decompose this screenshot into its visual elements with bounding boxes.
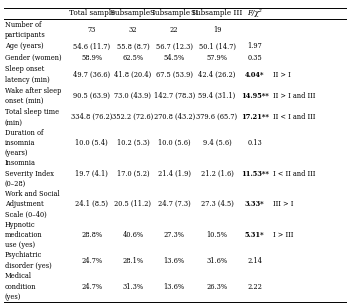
Text: 67.5 (53.9): 67.5 (53.9): [156, 71, 192, 79]
Text: Scale (0–40): Scale (0–40): [5, 210, 47, 218]
Text: 17.0 (5.2): 17.0 (5.2): [117, 170, 149, 178]
Text: 10.0 (5.4): 10.0 (5.4): [76, 139, 108, 147]
Text: 11.53**: 11.53**: [241, 170, 269, 178]
Text: medication: medication: [5, 231, 42, 239]
Text: 58.9%: 58.9%: [81, 54, 103, 62]
Text: 28.8%: 28.8%: [81, 231, 103, 239]
Text: 54.5%: 54.5%: [163, 54, 185, 62]
Text: Number of: Number of: [5, 21, 41, 29]
Text: 10.2 (5.3): 10.2 (5.3): [117, 139, 149, 147]
Text: 28.1%: 28.1%: [122, 257, 144, 265]
Text: disorder (yes): disorder (yes): [5, 262, 51, 270]
Text: 10.5%: 10.5%: [206, 231, 228, 239]
Text: II > I and III: II > I and III: [273, 92, 315, 100]
Text: 19: 19: [213, 26, 221, 34]
Text: 27.3%: 27.3%: [164, 231, 185, 239]
Text: 31.3%: 31.3%: [122, 283, 144, 291]
Text: onset (min): onset (min): [5, 97, 43, 105]
Text: Adjustment: Adjustment: [5, 200, 44, 208]
Text: 13.6%: 13.6%: [163, 257, 185, 265]
Text: use (yes): use (yes): [5, 241, 35, 249]
Text: 20.5 (11.2): 20.5 (11.2): [114, 200, 152, 208]
Text: 57.9%: 57.9%: [206, 54, 228, 62]
Text: I < II and III: I < II and III: [273, 170, 315, 178]
Text: Subsample II: Subsample II: [150, 10, 198, 18]
Text: 56.7 (12.3): 56.7 (12.3): [156, 43, 192, 51]
Text: 27.3 (4.5): 27.3 (4.5): [201, 200, 233, 208]
Text: II > I: II > I: [273, 71, 290, 79]
Text: 24.7 (7.3): 24.7 (7.3): [158, 200, 190, 208]
Text: 24.1 (8.5): 24.1 (8.5): [75, 200, 108, 208]
Text: Total sleep time: Total sleep time: [5, 108, 59, 116]
Text: 41.8 (20.4): 41.8 (20.4): [114, 71, 152, 79]
Text: 21.4 (1.9): 21.4 (1.9): [158, 170, 191, 178]
Text: 22: 22: [170, 26, 178, 34]
Text: 1.97: 1.97: [247, 43, 262, 51]
Text: III > I: III > I: [273, 200, 293, 208]
Text: 62.5%: 62.5%: [122, 54, 144, 62]
Text: Medical: Medical: [5, 272, 32, 280]
Text: 42.4 (26.2): 42.4 (26.2): [198, 71, 236, 79]
Text: latency (min): latency (min): [5, 76, 50, 84]
Text: 17.21**: 17.21**: [241, 113, 269, 121]
Text: 2.22: 2.22: [247, 283, 262, 291]
Text: 59.4 (31.1): 59.4 (31.1): [198, 92, 236, 100]
Text: Work and Social: Work and Social: [5, 190, 60, 198]
Text: F/χ²: F/χ²: [247, 10, 262, 18]
Text: (min): (min): [5, 118, 23, 126]
Text: Duration of: Duration of: [5, 129, 43, 137]
Text: 13.6%: 13.6%: [163, 283, 185, 291]
Text: 19.7 (4.1): 19.7 (4.1): [75, 170, 108, 178]
Text: Wake after sleep: Wake after sleep: [5, 87, 61, 95]
Text: Hypnotic: Hypnotic: [5, 221, 35, 229]
Text: 73: 73: [88, 26, 96, 34]
Text: 90.5 (63.9): 90.5 (63.9): [73, 92, 110, 100]
Text: 9.4 (5.6): 9.4 (5.6): [203, 139, 231, 147]
Text: insomnia: insomnia: [5, 139, 35, 147]
Text: 5.31*: 5.31*: [245, 231, 265, 239]
Text: 4.04*: 4.04*: [245, 71, 265, 79]
Text: Subsample III: Subsample III: [191, 10, 243, 18]
Text: (0–28): (0–28): [5, 180, 26, 188]
Text: condition: condition: [5, 283, 36, 291]
Text: 49.7 (36.6): 49.7 (36.6): [73, 71, 110, 79]
Text: Subsample I: Subsample I: [110, 10, 156, 18]
Text: 24.7%: 24.7%: [81, 283, 103, 291]
Text: Psychiatric: Psychiatric: [5, 251, 42, 259]
Text: II < I and III: II < I and III: [273, 113, 315, 121]
Text: 270.8 (43.2): 270.8 (43.2): [154, 113, 195, 121]
Text: Age (years): Age (years): [5, 43, 43, 51]
Text: (yes): (yes): [5, 293, 21, 301]
Text: 0.35: 0.35: [247, 54, 262, 62]
Text: 26.3%: 26.3%: [206, 283, 228, 291]
Text: 10.0 (5.6): 10.0 (5.6): [158, 139, 190, 147]
Text: 0.13: 0.13: [247, 139, 262, 147]
Text: 73.0 (43.9): 73.0 (43.9): [114, 92, 152, 100]
Text: 379.6 (65.7): 379.6 (65.7): [196, 113, 238, 121]
Text: 21.2 (1.6): 21.2 (1.6): [201, 170, 233, 178]
Text: 14.95**: 14.95**: [241, 92, 268, 100]
Text: Insomnia: Insomnia: [5, 159, 36, 167]
Text: Gender (women): Gender (women): [5, 54, 62, 62]
Text: 50.1 (14.7): 50.1 (14.7): [198, 43, 236, 51]
Text: 3.33*: 3.33*: [245, 200, 265, 208]
Text: 352.2 (72.6): 352.2 (72.6): [112, 113, 154, 121]
Text: 32: 32: [129, 26, 137, 34]
Text: 31.6%: 31.6%: [206, 257, 228, 265]
Text: 54.6 (11.7): 54.6 (11.7): [73, 43, 110, 51]
Text: 40.6%: 40.6%: [122, 231, 144, 239]
Text: 142.7 (78.3): 142.7 (78.3): [154, 92, 195, 100]
Text: 334.8 (76.2): 334.8 (76.2): [71, 113, 112, 121]
Text: 24.7%: 24.7%: [81, 257, 103, 265]
Text: participants: participants: [5, 31, 46, 39]
Text: I > III: I > III: [273, 231, 293, 239]
Text: Severity Index: Severity Index: [5, 170, 54, 178]
Text: (years): (years): [5, 149, 28, 157]
Text: 55.8 (8.7): 55.8 (8.7): [117, 43, 149, 51]
Text: 2.14: 2.14: [247, 257, 262, 265]
Text: Sleep onset: Sleep onset: [5, 65, 44, 73]
Text: Total sample: Total sample: [69, 10, 115, 18]
